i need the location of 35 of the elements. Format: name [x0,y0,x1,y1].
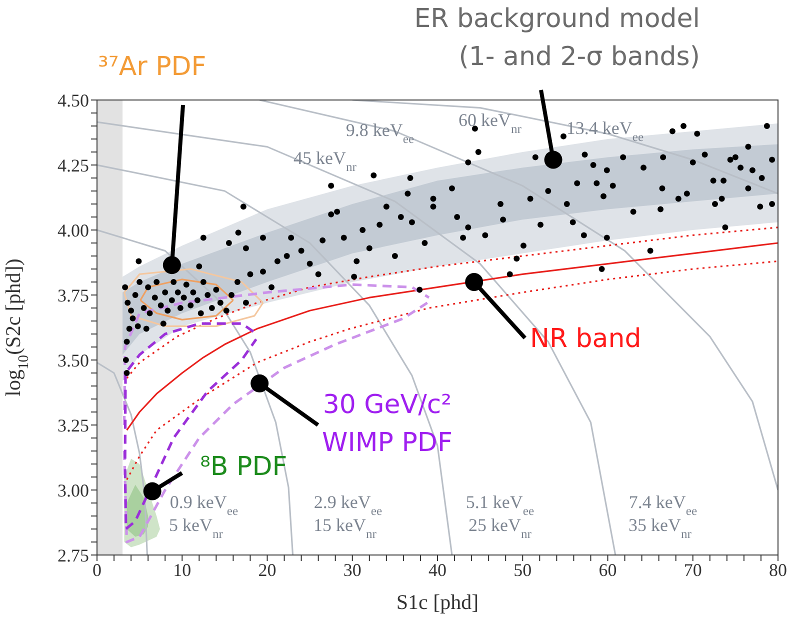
annotation: ER background model (1- and 2-σ bands) [414,3,700,74]
annotation: NR band [530,323,642,356]
annotation: 7.4 keV$_{ee}$ [628,492,698,518]
y-tick-label: 3.50 [58,350,89,370]
annotation: 15 keV$_{nr}$ [314,515,378,541]
y-tick-label: 3.00 [58,480,89,500]
y-tick-label: 4.25 [58,155,89,176]
annotation: 45 keV$_{nr}$ [294,148,358,174]
annotation: ³⁷Ar PDF [98,51,206,84]
y-tick-label: 3.25 [58,415,89,436]
annotation: 0.9 keV$_{ee}$ [170,492,238,518]
annotation: 5 keV$_{nr}$ [169,515,224,541]
annotation: 2.9 keV$_{ee}$ [314,492,382,518]
y-tick-label: 2.75 [58,545,89,566]
y-tick-label: 4.00 [58,220,89,240]
y-tick-label: 4.50 [58,90,89,110]
x-tick-label: 40 [428,560,446,580]
annotation: 13.4 keV$_{ee}$ [566,118,644,144]
x-tick-label: 10 [173,560,192,580]
x-tick-label: 60 [598,560,617,580]
annotation: 60 keV$_{nr}$ [458,110,522,136]
x-tick-label: 80 [769,560,787,580]
annotation: 30 GeV/c² WIMP PDF [322,389,452,460]
x-tick-label: 0 [92,560,102,580]
x-tick-label: 50 [514,560,532,580]
x-tick-label: 70 [684,560,702,580]
x-axis-title: S1c [phd] [396,590,479,614]
annotation: 25 keV$_{nr}$ [468,515,532,541]
annotation: 35 keV$_{nr}$ [628,515,692,541]
x-tick-label: 30 [343,560,362,580]
annotation: ⁸B PDF [200,451,288,484]
x-tick-label: 20 [258,560,276,580]
annotation: 9.8 keV$_{ee}$ [346,120,414,146]
y-tick-label: 3.75 [58,285,89,306]
annotation: 5.1 keV$_{ee}$ [466,492,534,518]
